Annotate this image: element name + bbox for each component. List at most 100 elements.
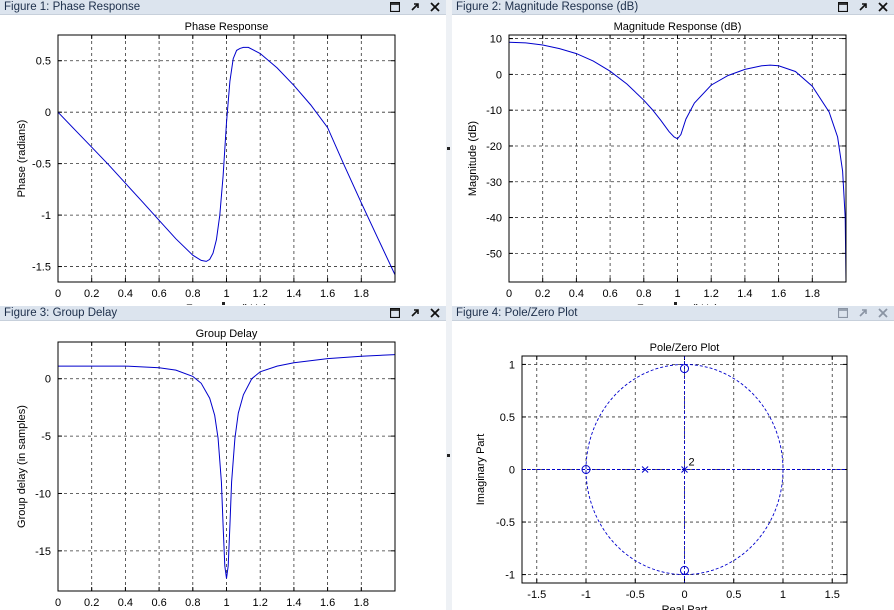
x-tick-label: 0 — [55, 597, 61, 609]
series-line — [58, 46, 395, 276]
y-tick-label: 0 — [45, 107, 51, 119]
vertical-splitter-handle[interactable] — [447, 147, 450, 150]
x-axis-label: Real Part — [662, 604, 708, 610]
x-tick-label: 1.6 — [771, 288, 786, 300]
y-tick-label: 0.5 — [500, 412, 515, 424]
x-tick-label: 0 — [681, 589, 687, 601]
y-tick-label: 0 — [496, 69, 502, 81]
y-tick-label: -10 — [486, 105, 502, 117]
close-icon[interactable] — [876, 306, 890, 320]
figure-1-title: Figure 1: Phase Response — [4, 1, 141, 13]
y-tick-label: 0 — [45, 374, 51, 386]
zero-marker — [581, 465, 591, 474]
close-icon[interactable] — [876, 0, 890, 14]
maximize-icon[interactable] — [836, 306, 850, 320]
x-tick-label: -0.5 — [626, 589, 645, 601]
x-tick-label: -1.5 — [527, 589, 546, 601]
axes-box — [57, 341, 396, 592]
zero-marker — [680, 565, 689, 575]
x-tick-label: 1.6 — [320, 288, 335, 300]
maximize-icon[interactable] — [836, 0, 850, 14]
y-tick-label: -1 — [505, 570, 515, 582]
y-tick-label: -1.5 — [32, 262, 51, 274]
y-tick-label: -20 — [486, 141, 502, 153]
chart-title: Phase Response — [185, 21, 269, 33]
x-tick-label: -1 — [581, 589, 591, 601]
x-tick-label: 0.5 — [726, 589, 741, 601]
pole-marker-stroke — [681, 466, 688, 473]
grid-lines — [57, 35, 395, 282]
close-icon[interactable] — [428, 0, 442, 14]
pole-marker — [681, 466, 688, 473]
y-tick-label: -5 — [41, 431, 51, 443]
figure-3-title: Figure 3: Group Delay — [4, 307, 118, 319]
figure-3-panel: Figure 3: Group Delay Group Delay 0 0.2 0.4… — [0, 306, 446, 610]
x-tick-label: 0.8 — [185, 288, 200, 300]
figure-1-panel: Figure 1: Phase Response Phase Response 0… — [0, 0, 446, 305]
y-tick-label: -0.5 — [496, 517, 515, 529]
pole-marker-stroke — [641, 466, 649, 473]
x-tick-label: 0 — [506, 288, 512, 300]
figure-2-titlebar[interactable]: Figure 2: Magnitude Response (dB) — [452, 0, 894, 15]
zero-marker — [680, 364, 689, 374]
y-tick-label: -10 — [35, 488, 51, 500]
maximize-icon[interactable] — [388, 0, 402, 14]
close-icon[interactable] — [428, 306, 442, 320]
figure-4-title: Figure 4: Pole/Zero Plot — [456, 307, 578, 319]
x-tick-label: 0.6 — [602, 288, 617, 300]
figure-3-titlebar[interactable]: Figure 3: Group Delay — [0, 306, 446, 321]
series-line — [58, 354, 395, 579]
x-tick-label: 0.8 — [185, 597, 200, 609]
x-tick-label: 1.2 — [253, 288, 268, 300]
y-tick-label: -1 — [41, 210, 51, 222]
y-tick-label: -40 — [486, 213, 502, 225]
y-tick-label: -30 — [486, 177, 502, 189]
figure-1-titlebar[interactable]: Figure 1: Phase Response — [0, 0, 446, 15]
chart-title: Pole/Zero Plot — [650, 342, 720, 354]
maximize-icon[interactable] — [388, 306, 402, 320]
x-tick-label: 1.8 — [354, 288, 369, 300]
x-tick-label: 1 — [674, 288, 680, 300]
horizontal-splitter-handle[interactable] — [674, 302, 677, 305]
undock-icon[interactable] — [408, 306, 422, 320]
x-tick-label: 1 — [223, 288, 229, 300]
y-tick-label: 0.5 — [36, 56, 51, 68]
x-axis-label: Frequency (kHz) — [186, 303, 267, 305]
undock-icon[interactable] — [856, 306, 870, 320]
x-tick-label: 1 — [780, 589, 786, 601]
x-tick-label: 1.5 — [825, 589, 840, 601]
x-tick-label: 1.8 — [354, 597, 369, 609]
y-tick-label: 0 — [509, 465, 515, 477]
x-axis-label: Frequency (kHz) — [637, 303, 718, 305]
group-delay-figure: Group Delay 0 0.2 0.4 0.6 0.8 1 1.2 1.4 1.6 1.8 0 -5… — [16, 328, 396, 609]
x-tick-label: 0.2 — [84, 288, 99, 300]
horizontal-splitter-handle[interactable] — [222, 302, 225, 305]
multiplicity-label: 2 — [689, 457, 695, 469]
axes-box — [521, 355, 848, 584]
x-tick-label: 0.4 — [118, 597, 133, 609]
figure-2-title: Figure 2: Magnitude Response (dB) — [456, 1, 639, 13]
vertical-splitter[interactable] — [446, 0, 452, 610]
y-tick-label: -15 — [35, 546, 51, 558]
x-tick-label: 1.4 — [286, 288, 301, 300]
x-tick-label: 1.4 — [286, 597, 301, 609]
x-tick-label: 0.6 — [151, 288, 166, 300]
y-axis-label: Group delay (in samples) — [16, 405, 28, 528]
grid-lines — [57, 342, 395, 591]
x-tick-label: 0.4 — [118, 288, 133, 300]
figure-4-titlebar[interactable]: Figure 4: Pole/Zero Plot — [452, 306, 894, 321]
series-line — [509, 41, 846, 282]
y-tick-label: -0.5 — [32, 159, 51, 171]
x-tick-label: 1.6 — [320, 597, 335, 609]
figure-2-panel: Figure 2: Magnitude Response (dB) Magnit… — [452, 0, 894, 305]
pole-zero-figure: Pole/Zero Plot -1.5 -1 -0.5 0 0.5 1 1.5 1 0.5 0 -0.… — [475, 342, 848, 610]
undock-icon[interactable] — [408, 0, 422, 14]
x-tick-label: 1.8 — [805, 288, 820, 300]
y-tick-label: -50 — [486, 248, 502, 260]
magnitude-response-figure: Magnitude Response (dB) 0 0.2 0.4 0.6 0.8 1 1.2… — [467, 21, 847, 305]
x-tick-label: 0.8 — [636, 288, 651, 300]
vertical-splitter-handle[interactable] — [447, 454, 450, 457]
y-tick-label: 10 — [490, 34, 502, 46]
undock-icon[interactable] — [856, 0, 870, 14]
x-tick-label: 1.2 — [253, 597, 268, 609]
